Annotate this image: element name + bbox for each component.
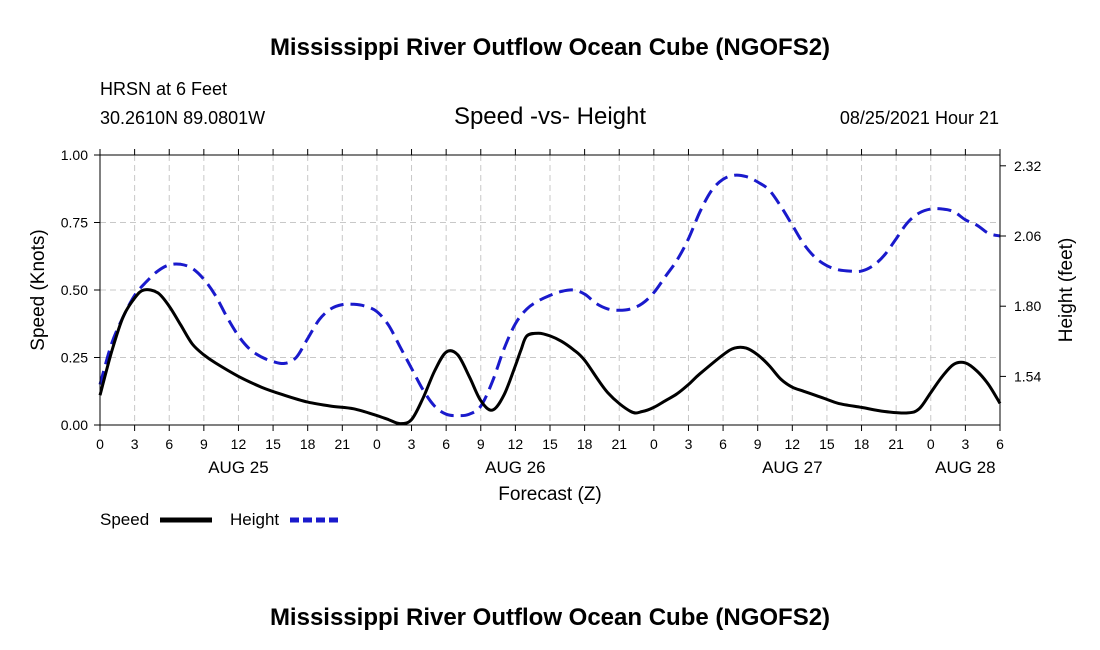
legend: Speed Height <box>100 510 342 529</box>
series-line-height <box>98 173 1001 418</box>
x-date-label: AUG 25 <box>208 458 268 477</box>
x-tick-label: 15 <box>265 436 281 452</box>
x-date-label: AUG 27 <box>762 458 822 477</box>
x-tick-label: 18 <box>577 436 593 452</box>
series-line-speed <box>98 288 1002 426</box>
station-label: HRSN at 6 Feet <box>100 79 227 99</box>
x-tick-label: 6 <box>996 436 1004 452</box>
y-axis-label-left: Speed (Knots) <box>28 229 49 350</box>
plot-frame <box>99 154 1001 426</box>
y-tick-label: 0.25 <box>61 350 88 366</box>
x-axis-label: Forecast (Z) <box>498 484 601 505</box>
x-tick-label: 0 <box>96 436 104 452</box>
y-tick-label: 1.00 <box>61 147 88 163</box>
x-tick-label: 18 <box>854 436 870 452</box>
x-tick-label: 3 <box>408 436 416 452</box>
x-tick-label: 0 <box>650 436 658 452</box>
x-date-label: AUG 26 <box>485 458 545 477</box>
chart-main-title: Mississippi River Outflow Ocean Cube (NG… <box>270 34 830 61</box>
y-tick-label: 0.50 <box>61 282 88 298</box>
x-tick-label: 3 <box>961 436 969 452</box>
x-tick-label: 6 <box>165 436 173 452</box>
x-tick-label: 21 <box>335 436 351 452</box>
axes: 0 3 6 9 12 15 18 21 0 3 6 9 12 15 18 21 0 3 6 9 12 15 18 21 0 3 6 0… <box>61 147 1042 477</box>
footer-title: Mississippi River Outflow Ocean Cube (NG… <box>270 604 830 631</box>
x-tick-label: 15 <box>819 436 835 452</box>
station-coordinates: 30.2610N 89.0801W <box>100 108 265 128</box>
x-tick-label: 12 <box>508 436 524 452</box>
legend-label-height: Height <box>230 510 279 529</box>
y-axis-label-right: Height (feet) <box>1056 238 1077 343</box>
y2-tick-label: 2.06 <box>1014 228 1041 244</box>
x-tick-label: 9 <box>200 436 208 452</box>
x-tick-label: 3 <box>131 436 139 452</box>
x-tick-label: 0 <box>927 436 935 452</box>
legend-label-speed: Speed <box>100 510 149 529</box>
x-tick-label: 3 <box>685 436 693 452</box>
x-tick-label: 12 <box>231 436 247 452</box>
x-tick-label: 6 <box>442 436 450 452</box>
x-tick-label: 9 <box>754 436 762 452</box>
x-tick-label: 18 <box>300 436 316 452</box>
y-tick-label: 0.00 <box>61 417 88 433</box>
x-date-label: AUG 28 <box>935 458 995 477</box>
y2-tick-label: 1.54 <box>1014 368 1041 384</box>
x-tick-label: 0 <box>373 436 381 452</box>
x-tick-label: 21 <box>611 436 627 452</box>
x-tick-label: 12 <box>785 436 801 452</box>
series-layer <box>98 173 1002 426</box>
x-tick-label: 15 <box>542 436 558 452</box>
grid <box>100 155 1000 425</box>
y2-tick-label: 1.80 <box>1014 298 1041 314</box>
x-tick-label: 9 <box>477 436 485 452</box>
y-tick-label: 0.75 <box>61 215 88 231</box>
x-tick-label: 6 <box>719 436 727 452</box>
chart-subtitle: Speed -vs- Height <box>454 103 646 130</box>
forecast-datetime: 08/25/2021 Hour 21 <box>840 108 999 128</box>
y2-tick-label: 2.32 <box>1014 158 1041 174</box>
x-tick-label: 21 <box>888 436 904 452</box>
